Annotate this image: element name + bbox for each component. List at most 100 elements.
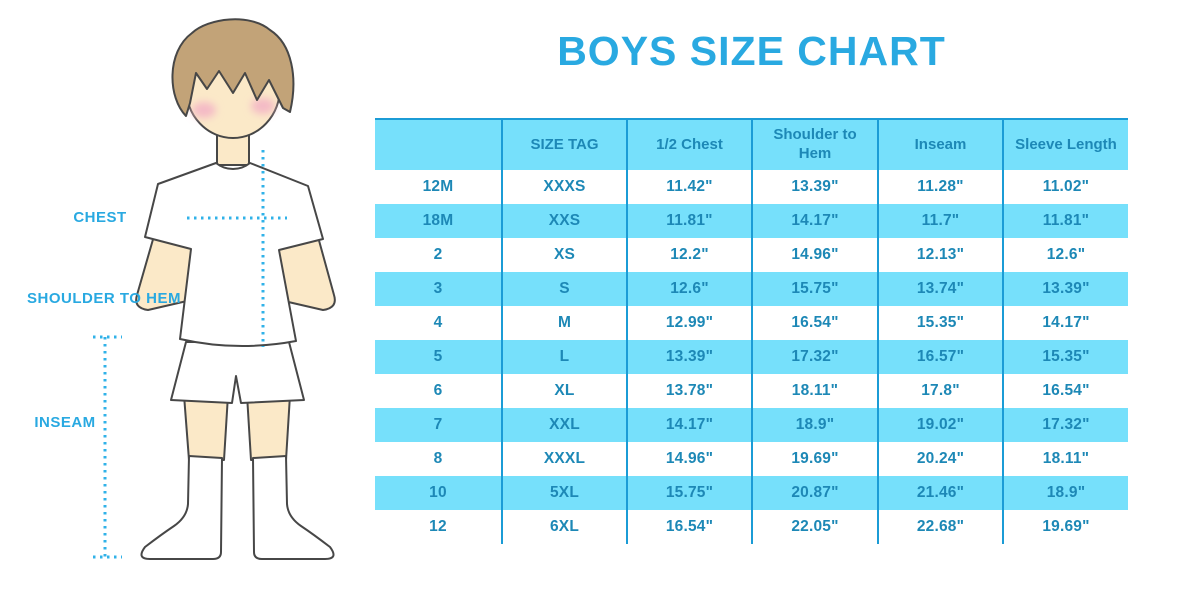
measurement-cell: 13.74" (878, 272, 1004, 306)
shorts (170, 341, 305, 404)
measurement-cell: 18.11" (752, 374, 879, 408)
measurement-cell: 11.7" (878, 204, 1004, 238)
left-sock (140, 455, 223, 560)
table-row: 4 M 12.99" 16.54" 15.35" 14.17" (375, 306, 1128, 340)
column-header-2: 1/2 Chest (627, 118, 753, 170)
measurement-cell: 13.39" (627, 340, 753, 374)
boy-illustration: CHEST SHOULDER TO HEM INSEAM (27, 18, 336, 560)
table-row: 12M XXXS 11.42" 13.39" 11.28" 11.02" (375, 170, 1128, 204)
chest-label: CHEST (73, 209, 126, 226)
measurement-cell: 22.68" (878, 510, 1004, 544)
column-header-3: Shoulder to Hem (752, 118, 879, 170)
measurement-cell: 15.75" (627, 476, 753, 510)
hair (171, 18, 295, 117)
measurement-cell: 19.69" (752, 442, 879, 476)
measurement-cell: 18.11" (1042, 450, 1090, 467)
measurement-cell: 15.75" (752, 272, 879, 306)
table-row: 5 L 13.39" 17.32" 16.57" 15.35" (375, 340, 1128, 374)
measurement-cell: 21.46" (878, 476, 1004, 510)
shoulder-to-hem-label: SHOULDER TO HEM (27, 290, 181, 307)
right-sock (252, 455, 335, 560)
measurement-cell: 17.32" (752, 340, 879, 374)
measurement-cell: XXXS (502, 170, 628, 204)
measurement-cell: 11.28" (878, 170, 1004, 204)
measurement-cell: 13.39" (1003, 272, 1128, 306)
measurement-cell: 15.35" (878, 306, 1004, 340)
size-table-body: 12M XXXS 11.42" 13.39" 11.28" 11.02" 18M XXS 11.… (375, 170, 1128, 544)
column-header-4: Inseam (878, 118, 1004, 170)
measurement-cell: XXXL (502, 442, 628, 476)
measurement-cell: 14.17" (752, 204, 879, 238)
measurement-cell: 11.81" (1003, 204, 1128, 238)
size-cell: 18M (375, 204, 503, 238)
inseam-label: INSEAM (34, 414, 95, 431)
size-cell: 2 (375, 238, 503, 272)
measurement-cell: 18.9" (1003, 476, 1128, 510)
measurement-cell: 11.81" (627, 204, 753, 238)
size-cell: 3 (375, 272, 503, 306)
size-cell: 7 (375, 408, 503, 442)
size-cell: 6 (375, 374, 503, 408)
right-cheek-blush (251, 98, 275, 114)
measurement-cell: 20.24" (878, 442, 1004, 476)
measurement-cell: 13.78" (627, 374, 753, 408)
measurement-cell: M (502, 306, 628, 340)
chart-header: BOYS SIZE CHART (375, 0, 1128, 75)
measurement-cell: 19.69" (1042, 518, 1090, 535)
measurement-cell: 15.35" (1003, 340, 1128, 374)
table-row: 18M XXS 11.81" 14.17" 11.7" 11.81" (375, 204, 1128, 238)
measurement-cell: L (502, 340, 628, 374)
size-cell: 5 (375, 340, 503, 374)
measurement-cell: 12.13" (878, 238, 1004, 272)
table-row: 6 XL 13.78" 18.11" 17.8" 16.54" (375, 374, 1128, 408)
header-row: SIZE TAG 1/2 Chest Shoulder to Hem Inseam Sl… (375, 118, 1128, 170)
measurement-cell: 11.02" (1042, 178, 1090, 195)
measurement-cell: 16.54" (1042, 382, 1090, 399)
measurement-cell: 17.32" (1003, 408, 1128, 442)
measurement-cell: S (502, 272, 628, 306)
size-cell: 12 (375, 510, 503, 544)
measurement-cell: 12.6" (1046, 246, 1086, 263)
size-cell: 8 (375, 442, 503, 476)
size-cell: 10 (375, 476, 503, 510)
column-header-1: SIZE TAG (502, 118, 628, 170)
table-row: 3 S 12.6" 15.75" 13.74" 13.39" (375, 272, 1128, 306)
measurement-cell: 14.96" (752, 238, 879, 272)
measurement-cell: 12.6" (627, 272, 753, 306)
left-leg (183, 394, 229, 461)
measurement-cell: 14.17" (627, 408, 753, 442)
size-table: SIZE TAG 1/2 Chest Shoulder to Hem Inseam Sl… (375, 118, 1128, 544)
page-title: BOYS SIZE CHART (557, 28, 946, 74)
measurement-cell: 22.05" (752, 510, 879, 544)
measurement-cell: XXS (502, 204, 628, 238)
measurement-cell: 11.42" (627, 170, 753, 204)
column-header-5: Sleeve Length (1003, 118, 1128, 170)
column-header-0 (375, 118, 503, 170)
table-row: 10 5XL 15.75" 20.87" 21.46" 18.9" (375, 476, 1128, 510)
size-cell: 12M (375, 170, 503, 204)
measurement-cell: XXL (502, 408, 628, 442)
table-row: 7 XXL 14.17" 18.9" 19.02" 17.32" (375, 408, 1128, 442)
table-row: 8 XXXL 14.96" 19.69" 20.24" 18.11" (375, 442, 1128, 476)
left-cheek-blush (192, 102, 216, 118)
right-leg (246, 394, 291, 461)
measurement-cell: 18.9" (752, 408, 879, 442)
measurement-cell: 17.8" (878, 374, 1004, 408)
measurement-cell: 14.17" (1042, 314, 1090, 331)
size-table-header: SIZE TAG 1/2 Chest Shoulder to Hem Inseam Sl… (375, 118, 1128, 170)
measurement-cell: 19.02" (878, 408, 1004, 442)
measurement-diagram: CHEST SHOULDER TO HEM INSEAM (0, 0, 375, 600)
measurement-cell: 12.99" (627, 306, 753, 340)
measurement-cell: XL (502, 374, 628, 408)
table-row: 2 XS 12.2" 14.96" 12.13" 12.6" (375, 238, 1128, 272)
measurement-cell: 16.57" (878, 340, 1004, 374)
t-shirt (144, 162, 324, 348)
measurement-cell: 16.54" (752, 306, 879, 340)
measurement-cell: 16.54" (627, 510, 753, 544)
measurement-cell: 13.39" (752, 170, 879, 204)
measurement-cell: 6XL (502, 510, 628, 544)
measurement-cell: 14.96" (627, 442, 753, 476)
measurement-cell: 5XL (502, 476, 628, 510)
size-cell: 4 (375, 306, 503, 340)
measurement-cell: 20.87" (752, 476, 879, 510)
